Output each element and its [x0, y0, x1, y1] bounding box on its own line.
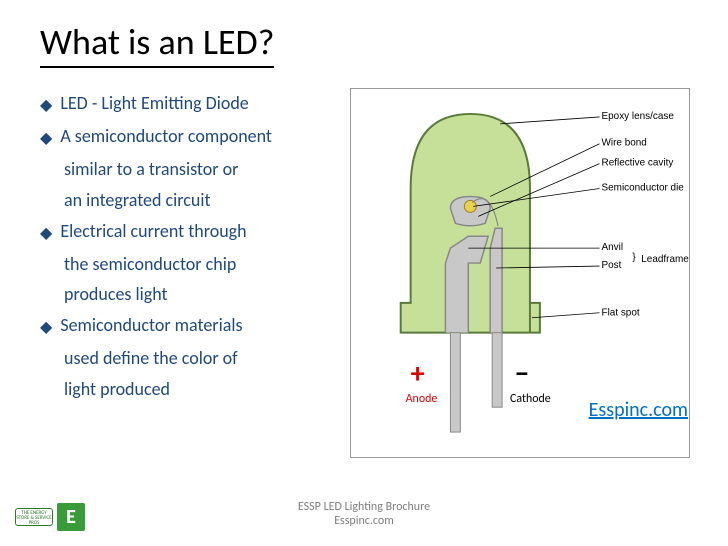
footer: ESSP LED Lighting Brochure Esspinc.com	[0, 500, 728, 528]
label-anvil: Anvil	[602, 242, 624, 253]
diamond-icon: ◆	[40, 92, 52, 119]
bullet-cont: the semiconductor chip	[64, 249, 330, 280]
bullet-list: ◆ LED - Light Emitting Diode ◆ A semicon…	[40, 88, 330, 458]
anode-label: Anode	[406, 392, 438, 406]
label-die: Semiconductor die	[602, 182, 685, 193]
bullet-item: ◆ LED - Light Emitting Diode	[40, 88, 330, 119]
brace-icon: }	[632, 252, 636, 263]
anode-lead-icon	[450, 333, 460, 432]
label-flatspot: Flat spot	[602, 308, 640, 319]
slide-title: What is an LED?	[40, 20, 274, 68]
cathode-lead-icon	[492, 333, 502, 408]
bullet-cont: an integrated circuit	[64, 185, 330, 216]
label-leadframe: Leadframe	[641, 254, 689, 265]
logo: THE ENERGY STORE & SERVICE PROS E	[15, 503, 85, 531]
plus-icon: +	[411, 357, 425, 390]
logo-badge: THE ENERGY STORE & SERVICE PROS	[15, 508, 53, 526]
bullet-item: ◆ Electrical current through	[40, 216, 330, 247]
bullet-text: Electrical current through	[60, 216, 246, 247]
bullet-cont: used define the color of	[64, 343, 330, 374]
diamond-icon: ◆	[40, 314, 52, 341]
footer-line1: ESSP LED Lighting Brochure	[0, 500, 728, 514]
bullet-cont: light produced	[64, 374, 330, 405]
logo-e-icon: E	[57, 503, 85, 531]
cathode-label: Cathode	[510, 392, 551, 406]
source-link[interactable]: Esspinc.com	[589, 398, 688, 422]
bullet-item: ◆ A semiconductor component	[40, 121, 330, 152]
bullet-item: ◆ Semiconductor materials	[40, 310, 330, 341]
bullet-cont: similar to a transistor or	[64, 154, 330, 185]
bullet-cont: produces light	[64, 279, 330, 310]
minus-icon: −	[515, 357, 529, 390]
post-icon	[490, 228, 502, 332]
bullet-text: Semiconductor materials	[60, 310, 242, 341]
label-post: Post	[602, 260, 622, 271]
footer-line2: Esspinc.com	[0, 514, 728, 528]
label-wirebond: Wire bond	[602, 138, 647, 149]
label-epoxy: Epoxy lens/case	[602, 111, 675, 122]
label-cavity: Reflective cavity	[602, 158, 674, 169]
diamond-icon: ◆	[40, 125, 52, 152]
diamond-icon: ◆	[40, 220, 52, 247]
bullet-text: LED - Light Emitting Diode	[60, 88, 248, 119]
bullet-text: A semiconductor component	[60, 121, 272, 152]
